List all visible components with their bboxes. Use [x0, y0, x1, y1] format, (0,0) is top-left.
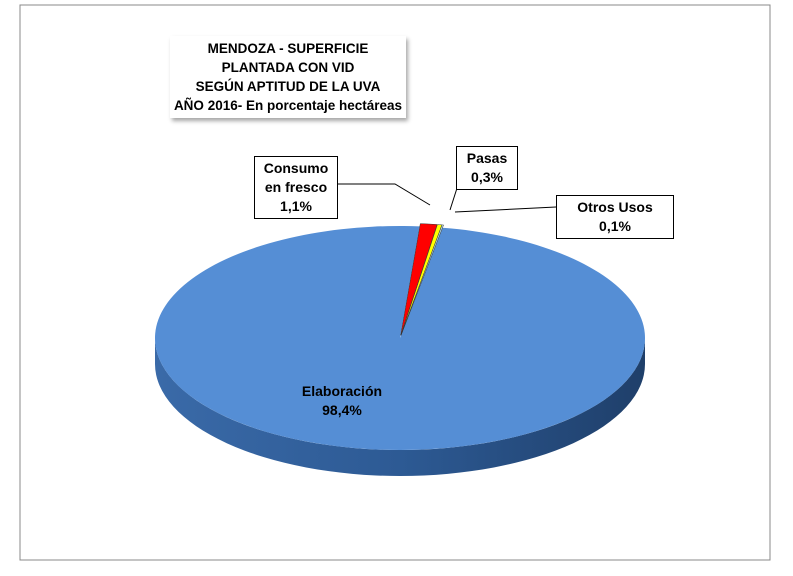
leader-line — [454, 206, 557, 213]
pie-slice — [400, 223, 438, 336]
value-label: 1,1% — [280, 198, 312, 214]
title-line: MENDOZA - SUPERFICIE PLANTADA CON VID — [207, 41, 369, 75]
value-label: 0,3% — [471, 169, 503, 185]
title-line: AÑO 2016- En porcentaje hectáreas — [173, 98, 403, 113]
data-label: Consumo en fresco 1,1% — [254, 156, 338, 219]
title-line: SEGÚN APTITUD DE LA UVA — [195, 79, 381, 94]
pie-side — [155, 338, 645, 476]
data-label: Otros Usos 0,1% — [556, 195, 674, 239]
data-label: Pasas 0,3% — [456, 146, 518, 190]
category-label: Elaboración — [301, 383, 383, 399]
pie — [155, 223, 646, 476]
category-label: Pasas — [466, 150, 508, 166]
value-label: 98,4% — [322, 402, 362, 418]
category-label: Consumo en fresco — [263, 160, 329, 195]
value-label: 0,1% — [599, 218, 631, 234]
leader-line — [335, 183, 431, 206]
data-label: Elaboración 98,4% — [292, 382, 392, 420]
chart-title: MENDOZA - SUPERFICIE PLANTADA CON VID SE… — [170, 36, 406, 118]
pie-slice — [155, 226, 646, 451]
pie-slice — [400, 224, 444, 336]
category-label: Otros Usos — [577, 199, 653, 215]
